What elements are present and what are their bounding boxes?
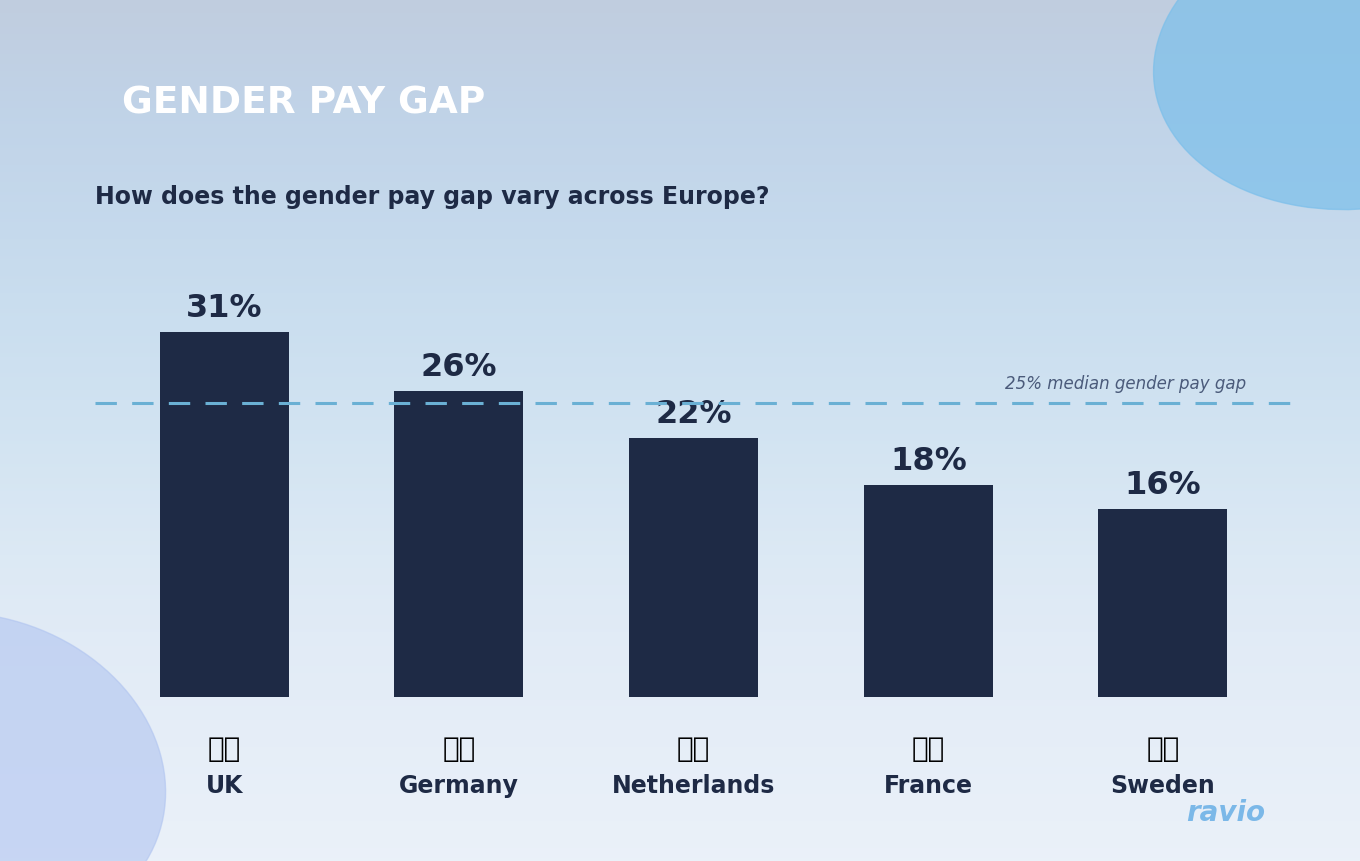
Text: 🇳🇱: 🇳🇱 (677, 735, 710, 763)
Text: 🇩🇪: 🇩🇪 (442, 735, 476, 763)
Text: UK: UK (205, 774, 243, 798)
Text: Germany: Germany (398, 774, 520, 798)
Text: 16%: 16% (1125, 469, 1201, 500)
Text: 22%: 22% (656, 399, 732, 430)
Bar (159, 332, 288, 697)
Bar (394, 391, 524, 697)
Text: ravio: ravio (1186, 798, 1265, 827)
Text: 🇬🇧: 🇬🇧 (208, 735, 241, 763)
Text: France: France (884, 774, 972, 798)
Text: 🇫🇷: 🇫🇷 (911, 735, 945, 763)
Ellipse shape (1153, 0, 1360, 209)
Text: Sweden: Sweden (1111, 774, 1216, 798)
Text: 🇸🇪: 🇸🇪 (1146, 735, 1179, 763)
Text: GENDER PAY GAP: GENDER PAY GAP (122, 85, 486, 121)
Text: 26%: 26% (420, 352, 498, 383)
Text: 25% median gender pay gap: 25% median gender pay gap (1005, 375, 1246, 393)
Text: 31%: 31% (186, 293, 262, 324)
Text: How does the gender pay gap vary across Europe?: How does the gender pay gap vary across … (95, 185, 770, 209)
Text: 18%: 18% (889, 446, 967, 477)
Bar (864, 486, 993, 697)
Text: Netherlands: Netherlands (612, 774, 775, 798)
Bar (630, 438, 758, 697)
Bar (1099, 509, 1228, 697)
Ellipse shape (0, 612, 166, 861)
